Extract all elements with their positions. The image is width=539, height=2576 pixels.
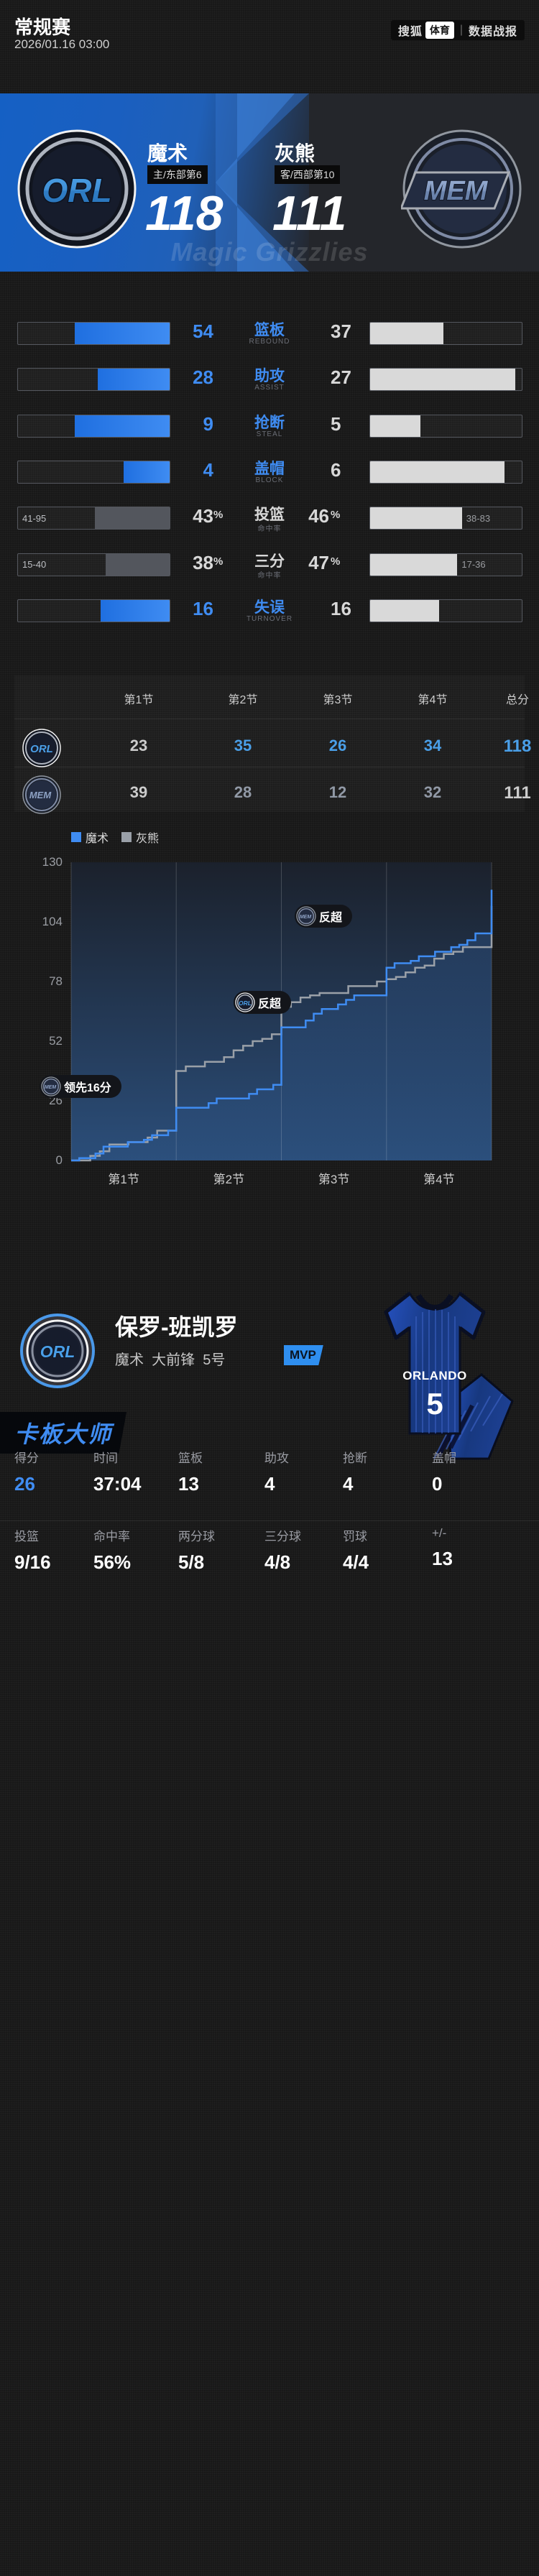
svg-text:MEM: MEM bbox=[29, 790, 52, 800]
svg-text:ORLANDO: ORLANDO bbox=[402, 1369, 466, 1382]
svg-text:MEM: MEM bbox=[300, 915, 312, 920]
svg-text:78: 78 bbox=[49, 974, 63, 988]
svg-text:52: 52 bbox=[49, 1034, 63, 1048]
svg-text:104: 104 bbox=[42, 915, 63, 928]
svg-text:ORL: ORL bbox=[40, 1342, 75, 1361]
svg-text:130: 130 bbox=[42, 855, 63, 869]
svg-text:ORL: ORL bbox=[239, 1000, 252, 1007]
svg-text:0: 0 bbox=[56, 1153, 63, 1167]
svg-text:ORL: ORL bbox=[30, 743, 53, 755]
svg-text:5: 5 bbox=[426, 1387, 443, 1421]
svg-text:MEM: MEM bbox=[45, 1085, 57, 1090]
